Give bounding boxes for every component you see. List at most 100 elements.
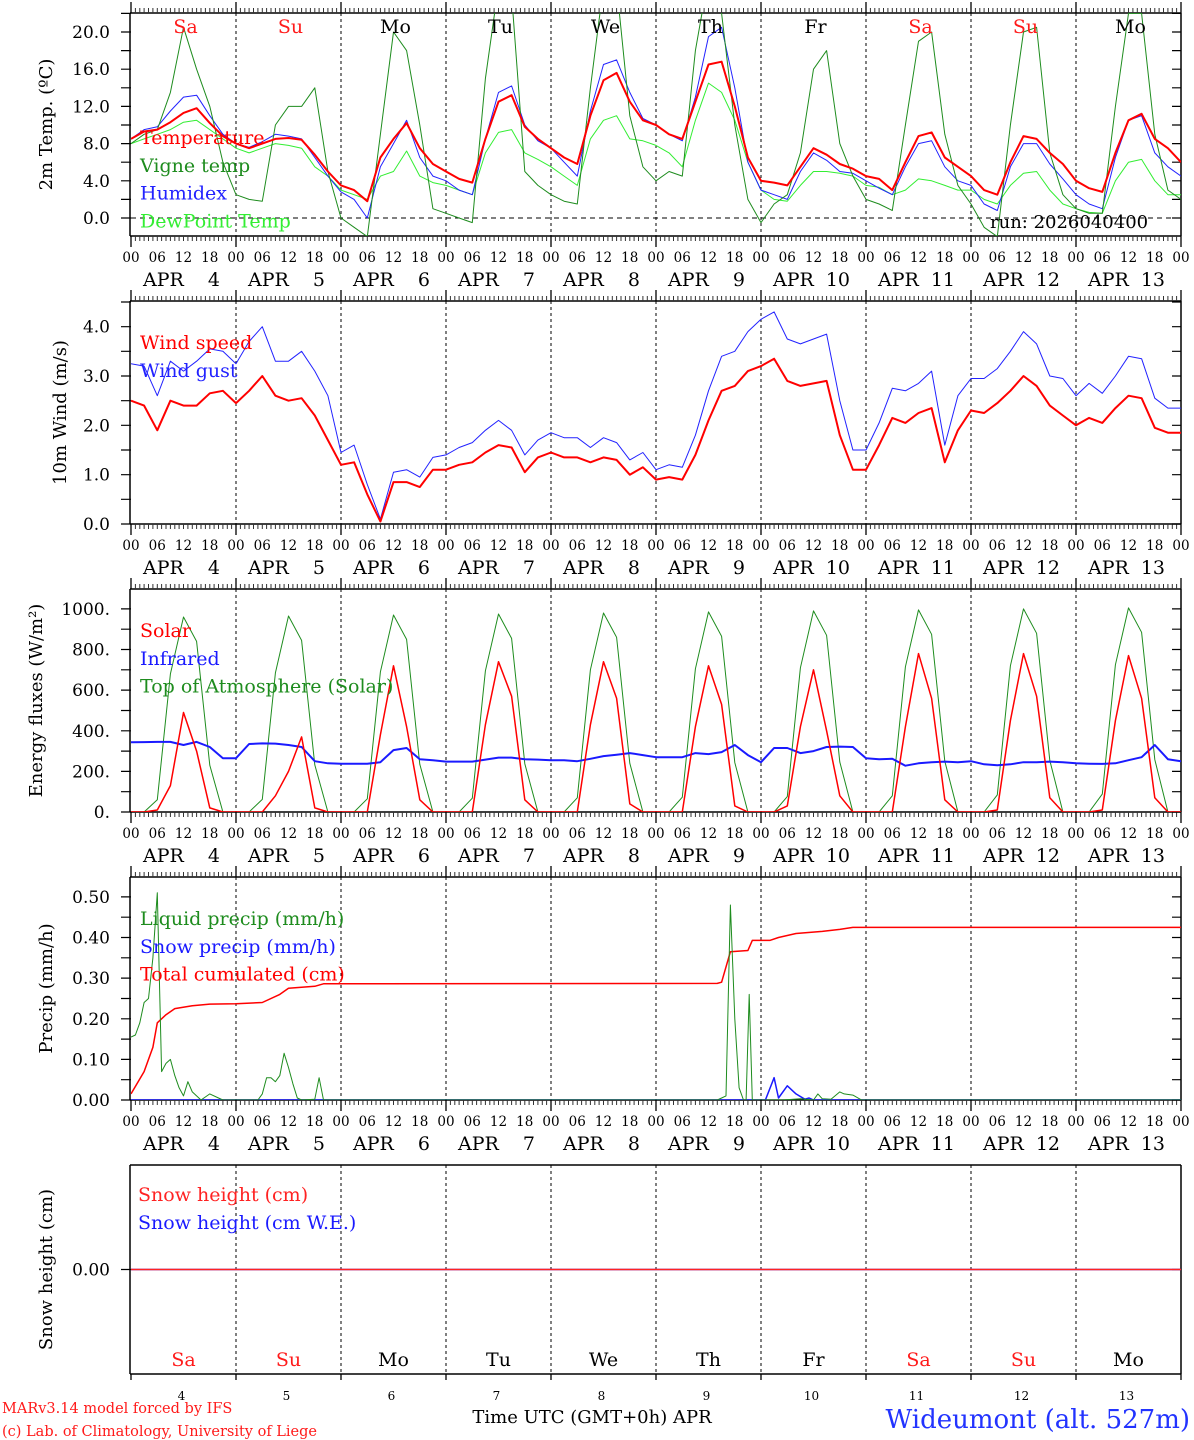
hour-label: 12 — [490, 250, 507, 266]
day-name-label: Fr — [804, 16, 827, 38]
series-group — [131, 311, 1181, 523]
hour-label: 18 — [516, 1114, 533, 1130]
hour-label: 06 — [989, 538, 1006, 554]
day-number-label: 6 — [418, 269, 430, 291]
day-number-label: 4 — [208, 1133, 220, 1155]
day-number-label: 7 — [523, 1133, 535, 1155]
hour-label: 12 — [595, 826, 612, 842]
hour-label: 18 — [831, 538, 848, 554]
hour-label: 06 — [254, 1114, 271, 1130]
day-number-label: 11 — [909, 1389, 924, 1403]
day-number-label: 8 — [628, 557, 640, 579]
y-tick-label: 8.0 — [83, 135, 110, 155]
x-major-ticks — [130, 290, 1182, 535]
hour-label: 00 — [542, 250, 559, 266]
hour-label: 06 — [1094, 250, 1111, 266]
y-ticks — [121, 12, 1181, 219]
hour-label: 18 — [411, 1114, 428, 1130]
day-number-label: 6 — [418, 1133, 430, 1155]
hour-label: 12 — [280, 1114, 297, 1130]
series-group — [131, 892, 1181, 1100]
hour-label: 06 — [359, 538, 376, 554]
hour-label: 00 — [227, 250, 244, 266]
legend-entry: Humidex — [140, 183, 227, 205]
y-tick-label: 0.50 — [72, 888, 110, 908]
hour-label: 18 — [516, 538, 533, 554]
hour-label: 12 — [700, 1114, 717, 1130]
day-number-label: 4 — [208, 269, 220, 291]
month-label: APR — [1087, 557, 1130, 579]
legend-entry: Temperature — [140, 127, 264, 149]
hour-label: 06 — [674, 826, 691, 842]
hour-label: 06 — [989, 826, 1006, 842]
day-number-label: 4 — [208, 845, 220, 867]
x-major-ticks — [130, 866, 1182, 1111]
hour-label: 06 — [359, 250, 376, 266]
series-group — [131, 607, 1181, 812]
hour-label: 00 — [1172, 250, 1189, 266]
day-name-label: Su — [276, 1349, 301, 1371]
series-line-top-of-atmosphere-solar — [131, 607, 1181, 812]
hour-label: 18 — [1146, 826, 1163, 842]
hour-label: 18 — [621, 250, 638, 266]
hour-label: 00 — [857, 826, 874, 842]
hour-label: 00 — [857, 538, 874, 554]
hour-label: 18 — [936, 826, 953, 842]
month-label: APR — [667, 557, 710, 579]
hour-label: 18 — [1146, 538, 1163, 554]
month-label: APR — [352, 1133, 395, 1155]
month-label: APR — [142, 557, 185, 579]
hour-label: 00 — [1172, 826, 1189, 842]
day-name-label: Sa — [173, 16, 197, 38]
hour-label: 12 — [175, 250, 192, 266]
x-major-ticks — [130, 2, 1182, 247]
series-line-temperature — [131, 60, 1181, 203]
hour-label: 12 — [280, 826, 297, 842]
y-tick-label: 0.40 — [72, 929, 110, 949]
hour-label: 12 — [700, 250, 717, 266]
legend-entry: Snow precip (mm/h) — [140, 936, 336, 958]
y-tick-label: 1.0 — [83, 466, 110, 486]
day-number-label: 7 — [493, 1389, 501, 1403]
hour-label: 18 — [201, 250, 218, 266]
hour-label: 06 — [569, 1114, 586, 1130]
hour-label: 12 — [805, 250, 822, 266]
hour-label: 12 — [805, 1114, 822, 1130]
hour-label: 06 — [779, 250, 796, 266]
hour-label: 00 — [1172, 538, 1189, 554]
hour-label: 12 — [1120, 826, 1137, 842]
legend-entry: DewPoint Temp — [140, 210, 291, 232]
y-tick-label: 0.10 — [72, 1050, 110, 1070]
y-axis-title: Precip (mm/h) — [36, 923, 57, 1053]
hour-label: 18 — [1041, 826, 1058, 842]
day-number-label: 5 — [283, 1389, 291, 1403]
hour-label: 18 — [1146, 250, 1163, 266]
hour-label: 06 — [254, 250, 271, 266]
day-number-label: 13 — [1141, 1133, 1165, 1155]
hour-label: 00 — [437, 538, 454, 554]
hour-label: 12 — [490, 826, 507, 842]
day-number-label: 10 — [826, 845, 850, 867]
hour-label: 12 — [910, 250, 927, 266]
hour-label: 06 — [779, 538, 796, 554]
hour-label: 18 — [201, 1114, 218, 1130]
hour-label: 18 — [306, 538, 323, 554]
hour-label: 00 — [647, 250, 664, 266]
series-line-total-cumulated-cm — [131, 926, 1181, 1095]
hour-label: 06 — [359, 826, 376, 842]
y-tick-label: 4.0 — [83, 318, 110, 338]
y-axis-title: 10m Wind (m/s) — [50, 340, 71, 485]
hour-label: 00 — [647, 538, 664, 554]
hour-label: 18 — [201, 538, 218, 554]
month-label: APR — [352, 269, 395, 291]
day-number-label: 13 — [1141, 557, 1165, 579]
y-tick-label: 0.20 — [72, 1010, 110, 1030]
hour-label: 06 — [1094, 538, 1111, 554]
month-label: APR — [247, 557, 290, 579]
day-name-label: Tu — [488, 16, 513, 38]
hour-label: 06 — [779, 1114, 796, 1130]
hour-label: 12 — [1015, 250, 1032, 266]
month-label: APR — [772, 269, 815, 291]
hour-label: 18 — [831, 1114, 848, 1130]
